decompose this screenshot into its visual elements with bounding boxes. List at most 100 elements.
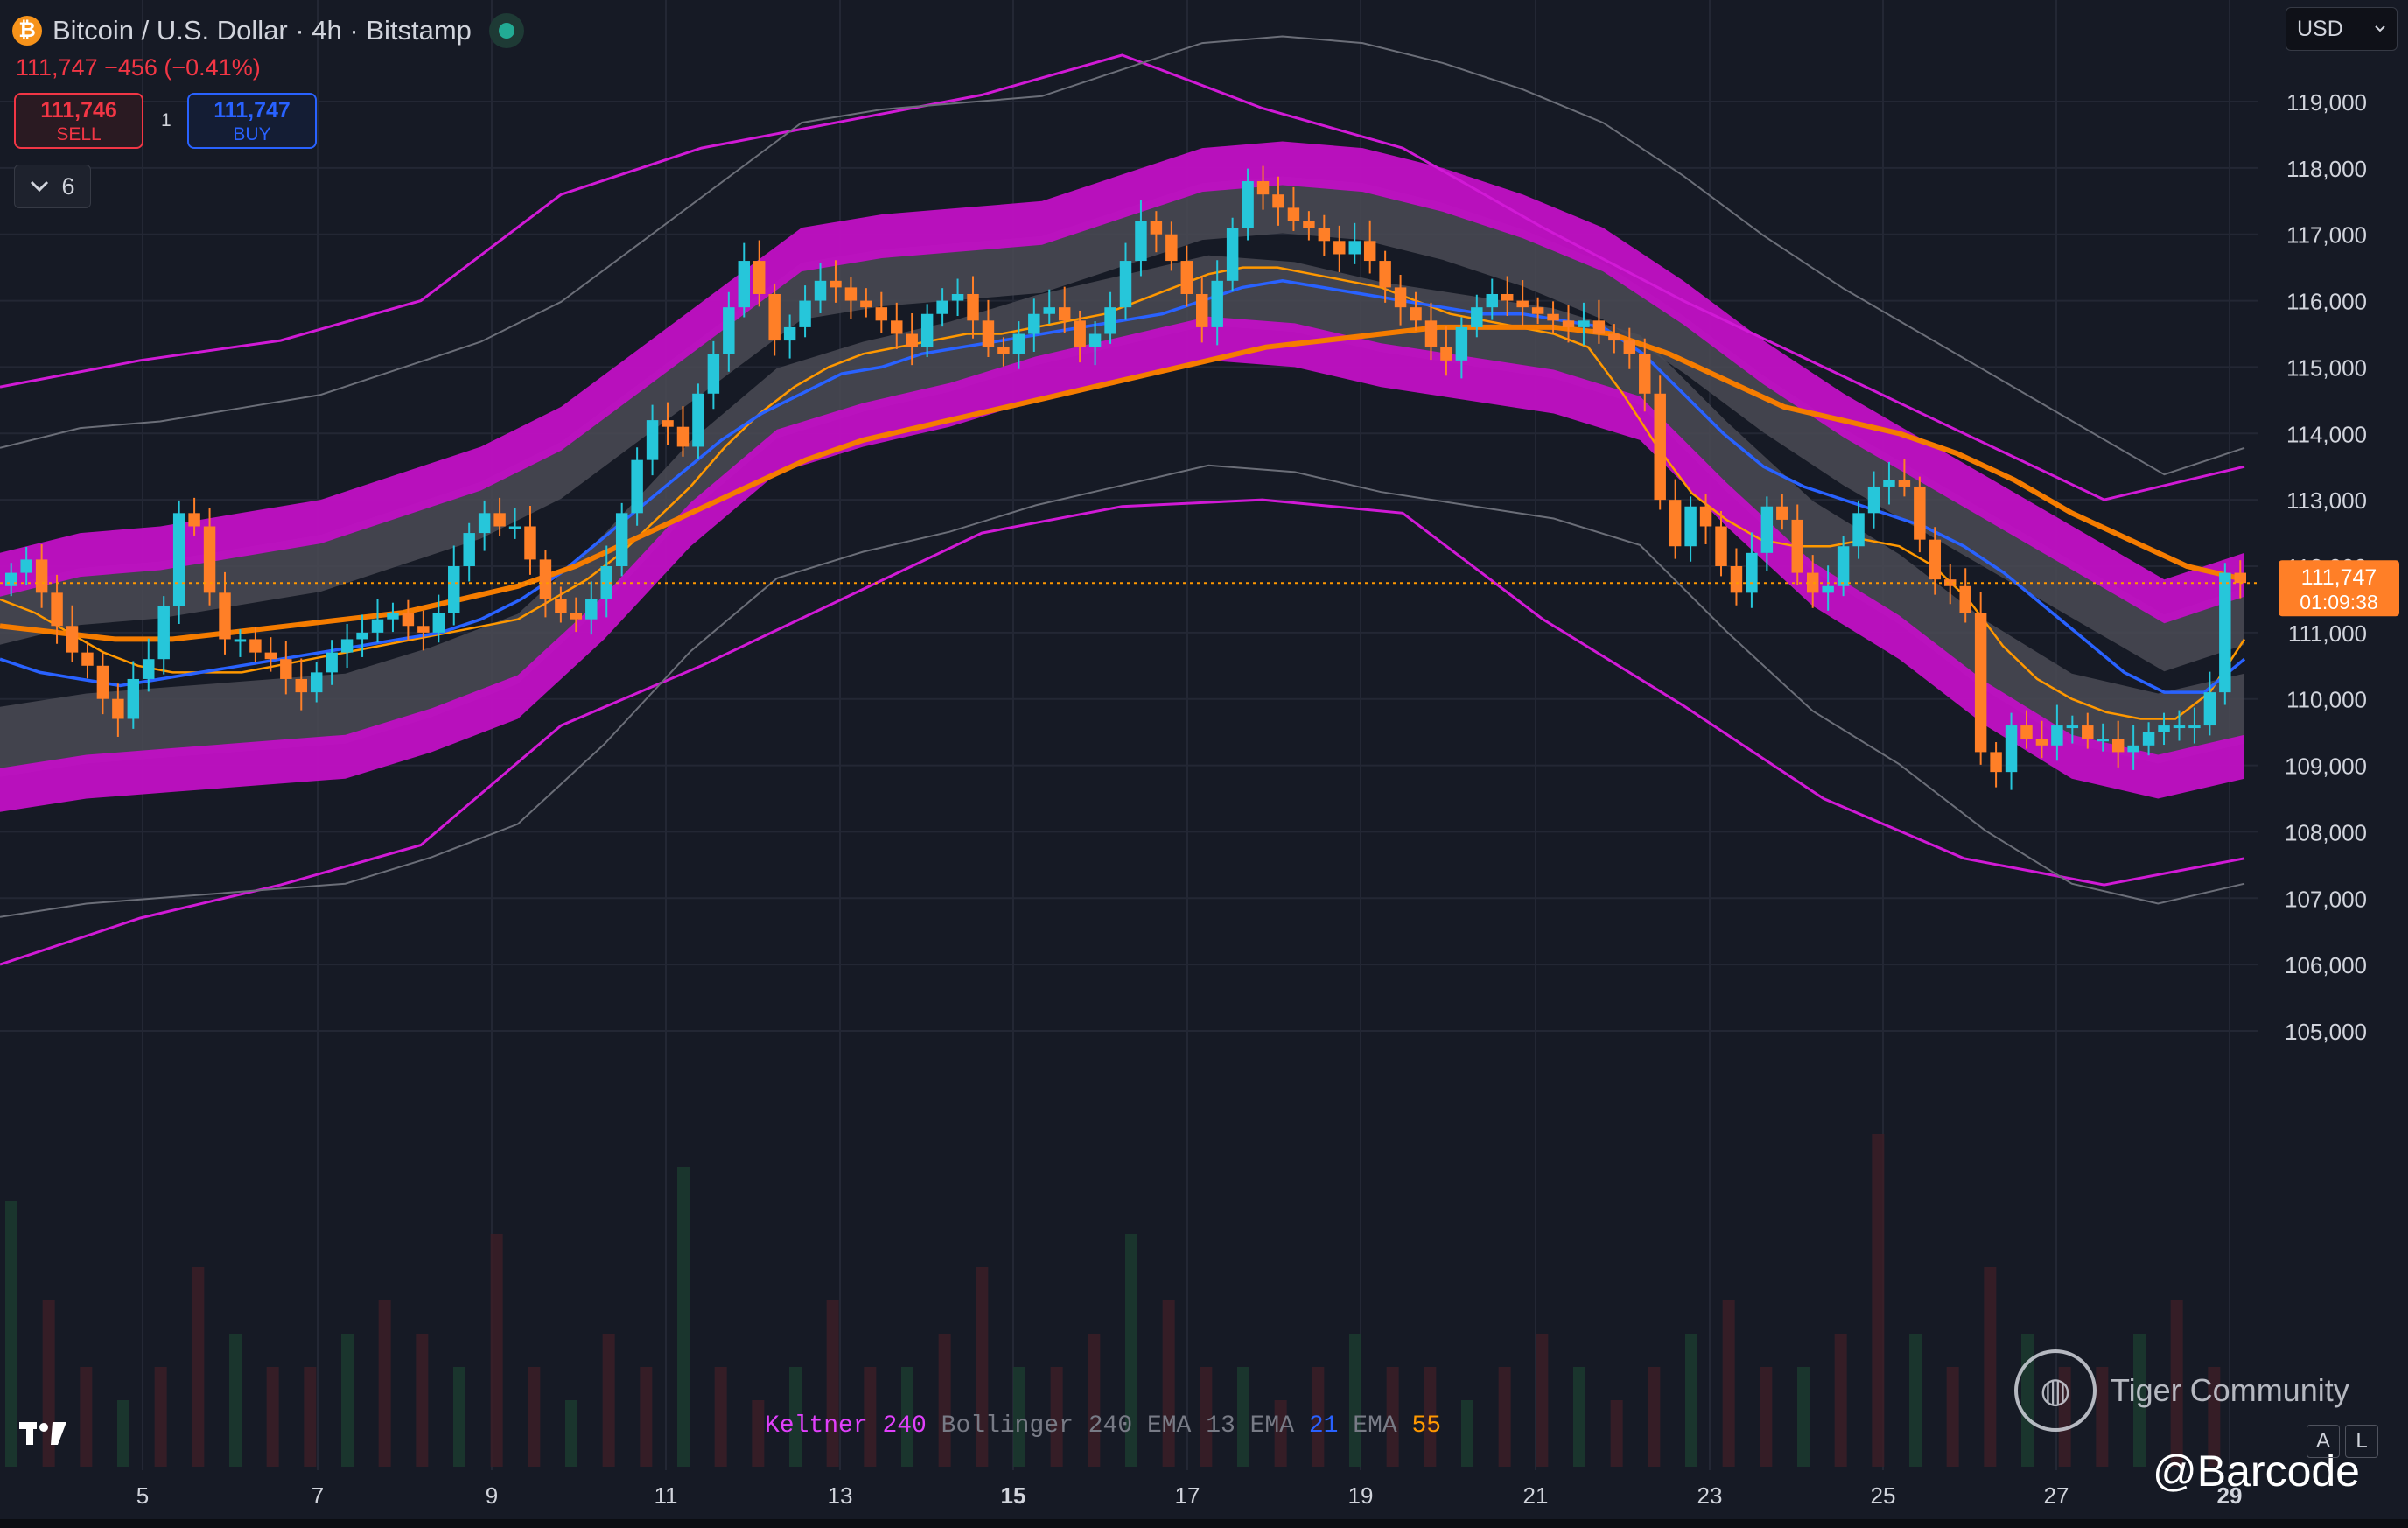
candle-body xyxy=(1028,313,1040,334)
candle-body xyxy=(1623,340,1636,354)
volume-bar xyxy=(2208,1367,2221,1467)
candle-body xyxy=(1654,393,1666,501)
x-tick-label: 15 xyxy=(1001,1482,1026,1509)
volume-bar xyxy=(1834,1334,1847,1467)
volume-bar xyxy=(2170,1300,2183,1467)
volume-bar xyxy=(1722,1300,1735,1467)
candle-body xyxy=(417,626,430,633)
buy-button[interactable]: 111,747 BUY xyxy=(187,93,317,149)
legend-ema55[interactable]: EMA xyxy=(1353,1412,1397,1440)
volume-bar xyxy=(1050,1367,1063,1467)
volume-bar xyxy=(1573,1367,1586,1467)
currency-value: USD xyxy=(2297,16,2343,41)
candle-body xyxy=(1928,539,1942,580)
keltner-outer-lower-line xyxy=(0,498,2245,966)
volume-bar xyxy=(1498,1367,1511,1467)
candle-body xyxy=(631,459,643,514)
sell-price: 111,746 xyxy=(40,98,117,123)
volume-bar xyxy=(1984,1267,1997,1467)
candle-body xyxy=(1256,181,1270,195)
candle-body xyxy=(478,513,491,534)
volume-bar xyxy=(1872,1134,1885,1467)
sell-button[interactable]: 111,746 SELL xyxy=(14,93,144,149)
x-tick-label: 29 xyxy=(2217,1482,2243,1509)
last-price-label: 111,747 xyxy=(2301,565,2377,590)
candle-body xyxy=(1531,307,1544,314)
volume-bar xyxy=(416,1334,429,1467)
symbol-header[interactable]: ₿ Bitcoin / U.S. Dollar · 4h · Bitstamp xyxy=(12,11,524,51)
candle-body xyxy=(1486,293,1498,308)
bitcoin-icon: ₿ xyxy=(12,16,42,46)
candle-body xyxy=(249,639,262,653)
volume-bar xyxy=(1349,1334,1362,1467)
sell-label: SELL xyxy=(56,124,102,144)
legend-bollinger[interactable]: Bollinger xyxy=(941,1412,1074,1440)
candle-body xyxy=(1914,486,1926,540)
chevron-down-icon xyxy=(31,180,49,193)
currency-select[interactable]: USD xyxy=(2286,7,2398,51)
candle-body xyxy=(1318,228,1331,242)
volume-bar xyxy=(602,1334,615,1467)
candle-body xyxy=(2173,725,2186,729)
volume-bar xyxy=(1797,1367,1810,1467)
candle-body xyxy=(1242,181,1254,228)
x-tick-label: 27 xyxy=(2044,1482,2069,1509)
candle-body xyxy=(1944,579,1956,586)
volume-bar xyxy=(1088,1334,1101,1467)
x-tick-label: 17 xyxy=(1175,1482,1200,1509)
tradingview-logo-icon[interactable] xyxy=(19,1418,68,1455)
candle-body xyxy=(143,659,155,679)
candle-body xyxy=(1959,585,1971,613)
candle-body xyxy=(692,393,704,447)
candle-body xyxy=(2082,725,2094,739)
candle-body xyxy=(356,632,368,640)
auto-scale-button[interactable]: A xyxy=(2306,1425,2340,1458)
keltner-outer-upper-line xyxy=(0,53,2245,501)
volume-bar xyxy=(304,1367,317,1467)
tiger-logo-icon: ◍ xyxy=(2014,1349,2096,1432)
indicator-legend[interactable]: Keltner 240 Bollinger 240 EMA 13 EMA 21 … xyxy=(765,1412,1441,1440)
candle-body xyxy=(2111,739,2124,753)
candle-body xyxy=(1166,234,1178,262)
candle-body xyxy=(1547,313,1559,321)
volume-bar xyxy=(2133,1334,2146,1467)
legend-keltner[interactable]: Keltner xyxy=(765,1412,868,1440)
candle-body xyxy=(1746,552,1758,593)
bollinger-lower-band xyxy=(0,255,2244,777)
symbol-title[interactable]: Bitcoin / U.S. Dollar · 4h · Bitstamp xyxy=(52,15,472,46)
volume-bar xyxy=(938,1334,951,1467)
candle-body xyxy=(891,320,903,334)
legend-ema21[interactable]: EMA xyxy=(1250,1412,1295,1440)
candle-body xyxy=(1806,572,1819,593)
candle-body xyxy=(234,639,247,642)
market-status-icon[interactable] xyxy=(488,13,524,48)
x-tick-label: 9 xyxy=(486,1482,498,1509)
candle-body xyxy=(982,320,995,347)
candle-body xyxy=(600,566,612,599)
candle-body xyxy=(432,613,445,633)
legend-ema13[interactable]: EMA xyxy=(1146,1412,1192,1440)
volume-bar xyxy=(1162,1300,1175,1467)
x-tick-label: 11 xyxy=(654,1482,678,1509)
candle-body xyxy=(2203,692,2216,726)
candle-body xyxy=(1822,585,1834,593)
candle-body xyxy=(1791,519,1803,573)
legend-ema21-value: 21 xyxy=(1308,1412,1339,1440)
candle-body xyxy=(1440,347,1452,361)
candle-body xyxy=(96,665,109,699)
y-tick-label: 115,000 xyxy=(2286,354,2367,381)
log-scale-button[interactable]: L xyxy=(2345,1425,2378,1458)
volume-bar xyxy=(528,1367,541,1467)
candle-body xyxy=(371,619,384,633)
candle-body xyxy=(1334,241,1346,255)
volume-bar xyxy=(976,1267,989,1467)
candle-body xyxy=(1410,307,1422,321)
candle-body xyxy=(112,698,124,719)
ema55-line xyxy=(0,324,2245,642)
candle-body xyxy=(615,513,628,566)
candle-body xyxy=(1867,486,1880,514)
candle-body xyxy=(2219,572,2231,693)
indicators-collapse-button[interactable]: 6 xyxy=(14,165,91,208)
volume-bar xyxy=(1312,1367,1325,1467)
